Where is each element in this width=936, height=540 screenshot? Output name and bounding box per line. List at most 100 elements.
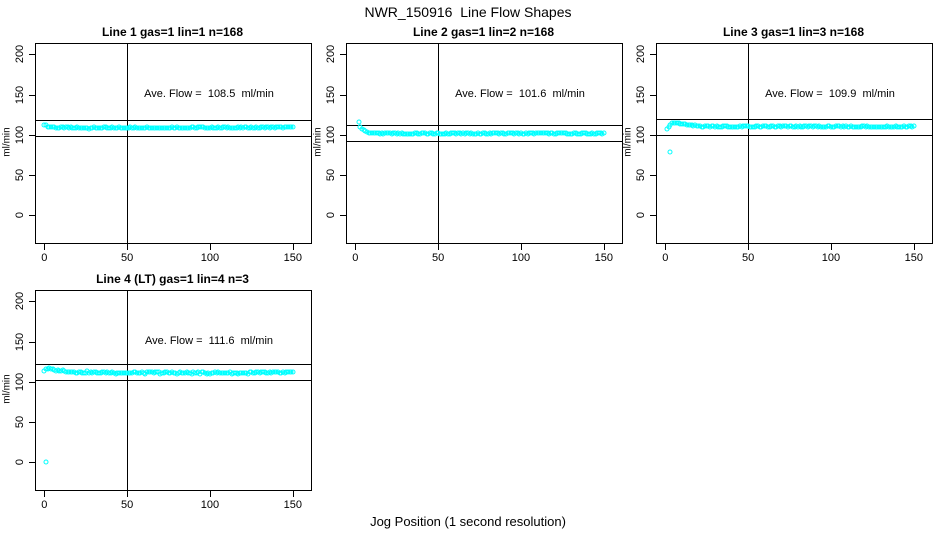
reference-line-horizontal [36, 364, 311, 366]
ave-flow-annotation: Ave. Flow = 101.6 ml/min [455, 88, 585, 100]
x-tick-label: 150 [283, 499, 302, 511]
y-tick [29, 381, 35, 383]
subplot-title: Line 4 (LT) gas=1 lin=4 n=3 [96, 272, 249, 286]
subplot-line-3: Line 3 gas=1 lin=3 n=168 ml/min Ave. Flo… [621, 18, 933, 268]
data-point [667, 149, 673, 155]
x-tick [209, 244, 211, 250]
y-tick-label: 100 [635, 125, 647, 144]
plot-area: 0 50 100 150 0 50 100 150 200 [325, 43, 623, 264]
subplot-line-2: Line 2 gas=1 lin=2 n=168 ml/min Ave. Flo… [311, 18, 623, 268]
ave-flow-annotation: Ave. Flow = 111.6 ml/min [144, 335, 274, 347]
reference-line-horizontal [36, 380, 311, 382]
reference-line-horizontal [657, 134, 932, 136]
x-tick [830, 244, 832, 250]
y-axis-label: ml/min [1, 127, 13, 157]
x-tick [603, 244, 605, 250]
y-tick [340, 214, 346, 216]
x-tick [127, 244, 129, 250]
y-tick-label: 50 [635, 168, 647, 181]
x-tick [748, 244, 750, 250]
subplot-title: Line 3 gas=1 lin=3 n=168 [722, 25, 865, 39]
data-point [290, 369, 296, 375]
y-tick-label: 100 [14, 372, 26, 391]
reference-line-horizontal [347, 125, 622, 127]
plot-area: 0 50 100 150 0 50 100 150 200 [14, 43, 312, 264]
data-point [290, 124, 296, 130]
reference-line-horizontal [347, 141, 622, 143]
x-tick [913, 244, 915, 250]
y-tick [29, 461, 35, 463]
y-tick-label: 200 [14, 292, 26, 311]
x-tick-label: 150 [283, 252, 302, 264]
x-tick-label: 100 [200, 499, 220, 511]
plot-area: 0 50 100 150 0 50 100 150 200 [14, 290, 312, 511]
y-tick-label: 150 [14, 85, 26, 104]
x-tick-label: 100 [511, 252, 531, 264]
y-tick-label: 0 [14, 211, 26, 218]
y-tick [650, 174, 656, 176]
y-tick [29, 341, 35, 343]
reference-line-vertical [127, 291, 129, 490]
x-tick [520, 244, 522, 250]
y-tick-label: 100 [325, 125, 337, 144]
ave-flow-annotation: Ave. Flow = 108.5 ml/min [144, 88, 274, 100]
x-tick [292, 244, 294, 250]
y-tick [650, 134, 656, 136]
y-tick [340, 174, 346, 176]
data-point [911, 123, 917, 129]
reference-line-vertical [748, 44, 750, 243]
x-tick-label: 50 [431, 252, 445, 264]
y-tick [340, 54, 346, 56]
y-tick [650, 214, 656, 216]
y-tick [29, 174, 35, 176]
y-tick-label: 150 [14, 332, 26, 351]
y-tick-label: 150 [325, 85, 337, 104]
x-tick [665, 244, 667, 250]
y-tick-label: 50 [14, 415, 26, 428]
y-tick [29, 214, 35, 216]
x-tick-label: 0 [41, 499, 48, 511]
y-tick [650, 54, 656, 56]
y-tick-label: 100 [14, 125, 26, 144]
x-tick [209, 491, 211, 497]
x-axis-label: Jog Position (1 second resolution) [370, 514, 566, 529]
y-tick-label: 0 [635, 211, 647, 218]
subplot-line-4: Line 4 (LT) gas=1 lin=4 n=3 ml/min Ave. … [0, 265, 312, 515]
y-tick [340, 94, 346, 96]
x-tick-label: 50 [120, 499, 134, 511]
x-tick-label: 0 [352, 252, 359, 264]
x-tick-label: 100 [200, 252, 220, 264]
x-tick [44, 244, 46, 250]
y-tick-label: 50 [325, 168, 337, 181]
subplot-title: Line 1 gas=1 lin=1 n=168 [101, 25, 244, 39]
x-tick-label: 150 [594, 252, 613, 264]
y-tick-label: 0 [325, 211, 337, 218]
data-point [601, 130, 607, 136]
y-tick-label: 50 [14, 168, 26, 181]
x-tick-label: 150 [904, 252, 923, 264]
y-tick-label: 150 [635, 85, 647, 104]
y-tick [29, 421, 35, 423]
y-tick-label: 200 [635, 45, 647, 64]
x-tick-label: 0 [41, 252, 48, 264]
reference-line-horizontal [36, 135, 311, 137]
x-tick-label: 50 [741, 252, 755, 264]
x-tick-label: 0 [662, 252, 669, 264]
y-axis-label: ml/min [312, 127, 324, 157]
reference-line-vertical [438, 44, 440, 243]
x-tick [292, 491, 294, 497]
reference-line-horizontal [657, 118, 932, 120]
y-axis-label: ml/min [1, 374, 13, 404]
x-tick-label: 50 [120, 252, 134, 264]
y-tick [29, 94, 35, 96]
y-tick [29, 54, 35, 56]
figure-title: NWR_150916 Line Flow Shapes [364, 4, 572, 20]
y-tick [29, 134, 35, 136]
x-tick [127, 491, 129, 497]
x-tick [438, 244, 440, 250]
y-tick-label: 200 [14, 45, 26, 64]
ave-flow-annotation: Ave. Flow = 109.9 ml/min [765, 88, 895, 100]
subplot-title: Line 2 gas=1 lin=2 n=168 [412, 25, 555, 39]
y-tick [340, 134, 346, 136]
x-tick-label: 100 [821, 252, 841, 264]
